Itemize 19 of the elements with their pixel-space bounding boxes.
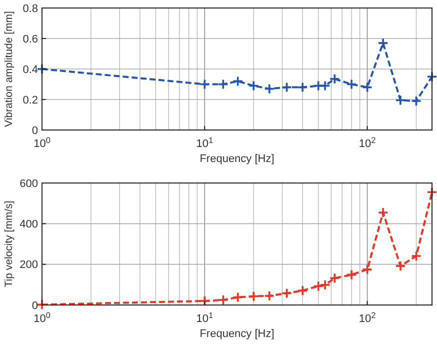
- y-tick-label: 0.8: [22, 2, 38, 15]
- x-tick-label: 10$^{0}$: [34, 136, 51, 150]
- y-tick-label: 0: [32, 124, 38, 137]
- y-tick-label: 400: [20, 218, 38, 231]
- y-tick-label: 0: [32, 300, 38, 312]
- y-tick-label: 200: [20, 259, 38, 272]
- y-tick-label: 600: [20, 178, 38, 190]
- x-tick-label: 10$^{1}$: [196, 310, 214, 325]
- y-tick-label: 0.2: [22, 94, 38, 106]
- x-tick-label: 10$^{1}$: [196, 136, 214, 150]
- y-axis-title: Tip velocity [mm/s]: [3, 200, 15, 288]
- x-axis-title: Frequency [Hz]: [200, 328, 274, 340]
- y-tick-label: 0.4: [22, 64, 38, 76]
- x-axis-title: Frequency [Hz]: [200, 153, 274, 165]
- x-tick-label: 10$^{2}$: [358, 310, 376, 325]
- y-axis-title: Vibration amplitude [mm]: [3, 10, 15, 127]
- y-tick-label: 0.6: [22, 33, 38, 46]
- x-tick-label: 10$^{2}$: [358, 136, 376, 150]
- x-tick-label: 10$^{0}$: [34, 310, 51, 325]
